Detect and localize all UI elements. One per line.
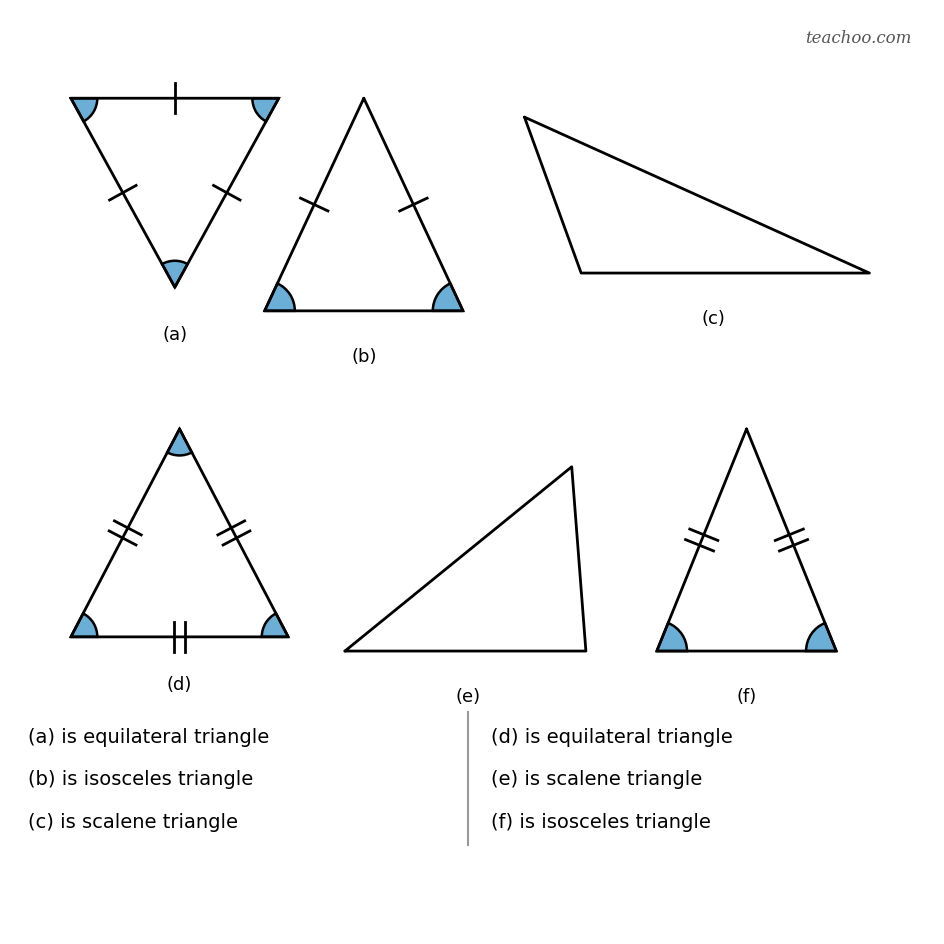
- Text: (e) is scalene triangle: (e) is scalene triangle: [491, 769, 702, 788]
- Wedge shape: [162, 261, 187, 288]
- Text: (d) is equilateral triangle: (d) is equilateral triangle: [491, 727, 733, 746]
- Text: (b): (b): [351, 347, 376, 365]
- Text: (e): (e): [455, 687, 480, 705]
- Wedge shape: [264, 284, 295, 312]
- Wedge shape: [71, 99, 97, 123]
- Text: (d): (d): [167, 675, 192, 693]
- Text: (a): (a): [162, 326, 187, 344]
- Text: (c) is scalene triangle: (c) is scalene triangle: [28, 812, 238, 831]
- Wedge shape: [805, 623, 835, 651]
- Text: (f) is isosceles triangle: (f) is isosceles triangle: [491, 812, 711, 831]
- Text: (c): (c): [700, 310, 725, 328]
- Text: (a) is equilateral triangle: (a) is equilateral triangle: [28, 727, 269, 746]
- Text: (f): (f): [735, 687, 756, 705]
- Wedge shape: [261, 614, 288, 637]
- Wedge shape: [167, 430, 192, 456]
- Wedge shape: [252, 99, 278, 123]
- Wedge shape: [71, 614, 97, 637]
- Text: (b) is isosceles triangle: (b) is isosceles triangle: [28, 769, 253, 788]
- Wedge shape: [432, 284, 463, 312]
- Text: teachoo.com: teachoo.com: [804, 30, 911, 47]
- Wedge shape: [656, 623, 686, 651]
